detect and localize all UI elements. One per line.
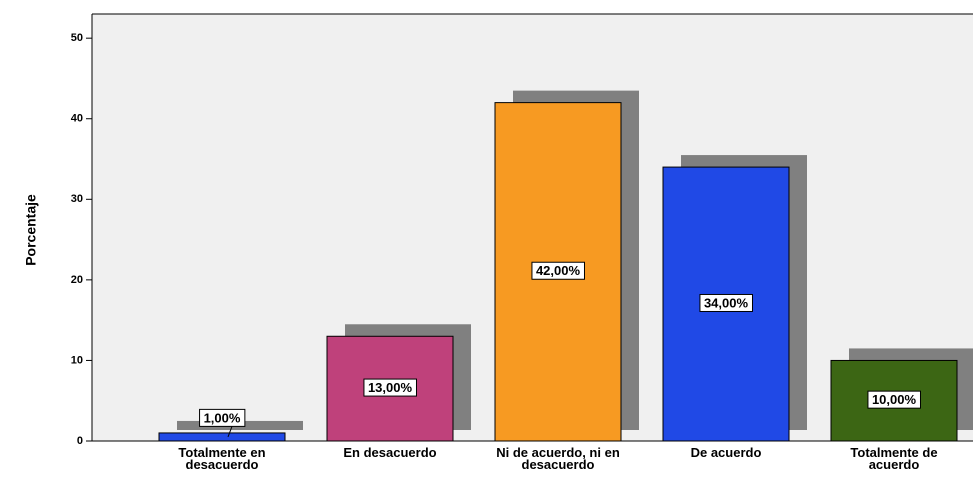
label-leader xyxy=(227,426,233,438)
y-tick-label: 50 xyxy=(71,32,83,44)
value-label: 1,00% xyxy=(204,410,241,425)
value-label-box xyxy=(531,261,585,280)
value-label-box xyxy=(199,408,246,427)
y-tick-label: 40 xyxy=(71,113,83,125)
value-label-box xyxy=(867,390,921,409)
y-tick-label: 20 xyxy=(71,274,83,286)
x-tick-label: Ni de acuerdo, ni en desacuerdo xyxy=(496,445,620,472)
y-axis-label: Porcentaje xyxy=(23,194,39,266)
y-tick-label: 30 xyxy=(71,193,83,205)
y-tick-label: 0 xyxy=(77,435,83,447)
value-label: 10,00% xyxy=(872,392,917,407)
value-label: 34,00% xyxy=(704,295,749,310)
value-label: 42,00% xyxy=(536,263,581,278)
value-label-box xyxy=(699,293,753,312)
value-label-box xyxy=(363,378,417,397)
x-tick-label: Totalmente en desacuerdo xyxy=(178,445,266,472)
y-tick-label: 10 xyxy=(71,354,83,366)
value-label: 13,00% xyxy=(368,380,413,395)
x-tick-label: Totalmente de acuerdo xyxy=(850,445,938,472)
bar xyxy=(158,432,286,442)
x-tick-label: De acuerdo xyxy=(690,445,762,460)
x-tick-label: En desacuerdo xyxy=(343,445,437,460)
